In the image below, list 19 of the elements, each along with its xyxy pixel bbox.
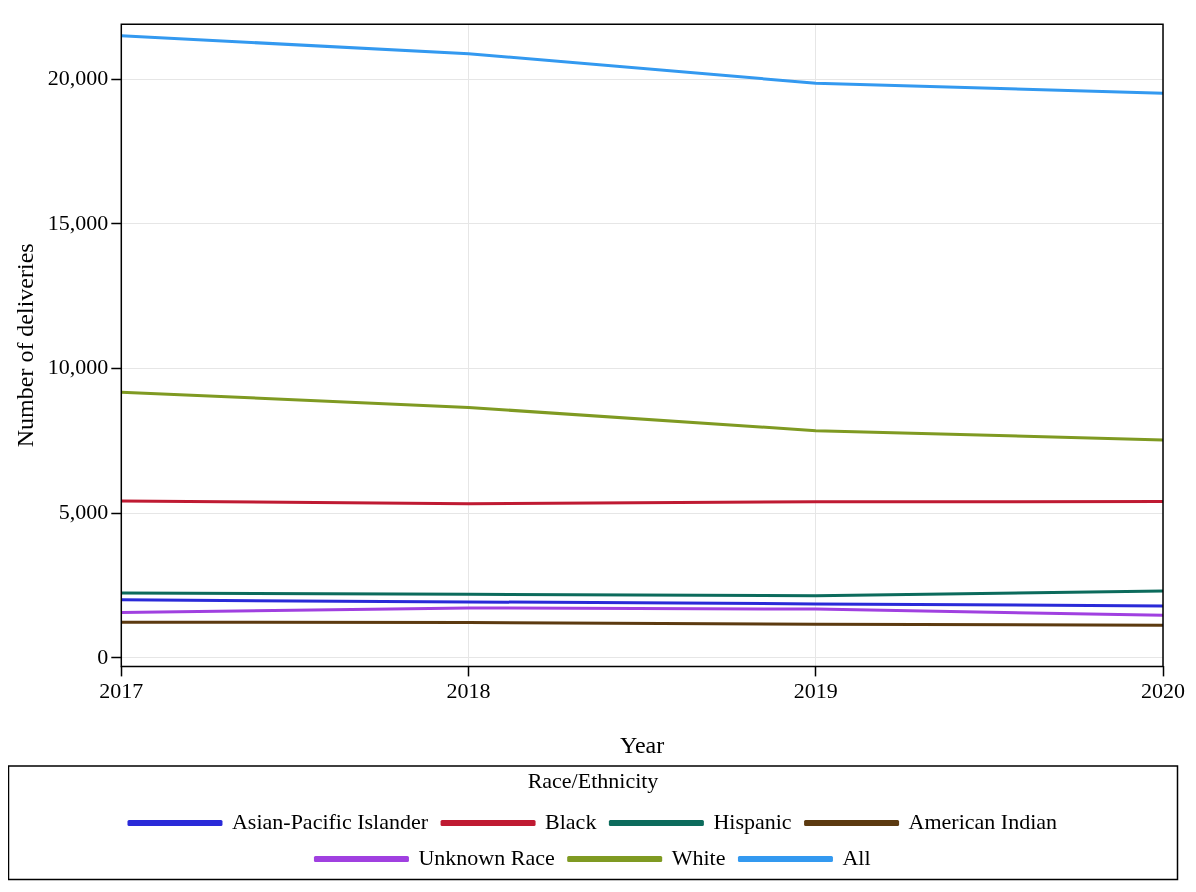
x-tick-label: 2017: [99, 678, 144, 704]
legend-label: American Indian: [908, 808, 1058, 834]
y-tick-label: 10,000: [47, 354, 109, 380]
y-tick-label: 0: [97, 643, 109, 669]
legend-label: Hispanic: [713, 808, 792, 834]
legend-label: Asian-Pacific Islander: [231, 808, 429, 834]
x-axis-title: Year: [620, 732, 665, 759]
legend-label: All: [842, 844, 871, 870]
x-tick-label: 2018: [446, 678, 491, 704]
legend-label: Unknown Race: [418, 844, 555, 870]
legend-label: Black: [545, 808, 597, 834]
x-tick-label: 2019: [793, 678, 838, 704]
legend-label: White: [671, 844, 726, 870]
y-tick-label: 20,000: [47, 64, 109, 90]
y-tick-label: 5,000: [58, 498, 109, 524]
y-tick-label: 15,000: [47, 209, 109, 235]
legend-title: Race/Ethnicity: [527, 768, 659, 794]
x-tick-label: 2020: [1141, 678, 1185, 704]
y-axis-title: Number of deliveries: [11, 243, 38, 448]
